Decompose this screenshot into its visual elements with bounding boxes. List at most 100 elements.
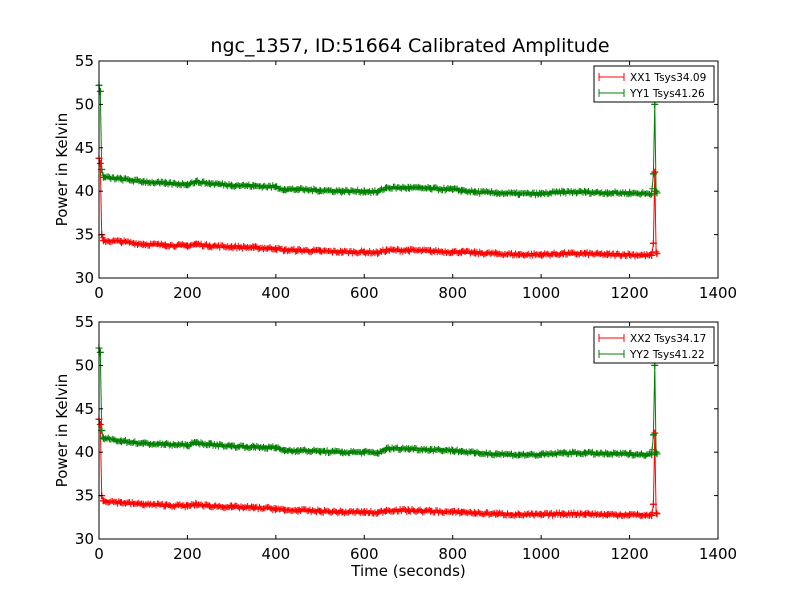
x-tick-label: 1400 [699, 284, 737, 302]
data-point [117, 175, 125, 183]
data-point [360, 448, 368, 456]
x-tick-label: 200 [173, 545, 202, 563]
data-point [382, 506, 390, 514]
data-point [493, 250, 501, 258]
data-point [471, 449, 479, 457]
data-point [458, 508, 466, 516]
data-point [382, 445, 390, 453]
y-tick-label: 35 [75, 226, 94, 244]
data-point [537, 190, 545, 198]
plot-area-frame [98, 60, 719, 279]
data-point [360, 248, 368, 256]
data-point [515, 511, 523, 519]
data-point [183, 502, 191, 510]
data-point [648, 451, 656, 459]
data-point [272, 505, 280, 513]
y-tick-label: 45 [75, 400, 94, 418]
data-point [427, 446, 435, 454]
data-point [626, 251, 634, 259]
data-point [471, 249, 479, 257]
x-tick-label: 800 [438, 545, 467, 563]
data-point [471, 509, 479, 517]
data-point [192, 240, 200, 248]
y-tick-label: 55 [75, 52, 94, 70]
data-point [458, 186, 466, 194]
data-point [294, 506, 302, 514]
data-point [192, 178, 200, 186]
data-point [192, 439, 200, 447]
data-point [449, 446, 457, 454]
data-point [653, 189, 661, 197]
data-point [427, 185, 435, 193]
data-point [493, 189, 501, 197]
data-point [117, 499, 125, 507]
data-point [192, 500, 200, 508]
data-point [338, 187, 346, 195]
x-tick-label: 800 [438, 284, 467, 302]
data-point [316, 186, 324, 194]
data-point [626, 511, 634, 519]
x-tick-label: 1200 [610, 545, 648, 563]
data-point [537, 451, 545, 459]
data-point [117, 437, 125, 445]
y-tick-label: 35 [75, 487, 94, 505]
data-point [515, 251, 523, 259]
legend-label: YY1 Tsys41.26 [629, 88, 705, 100]
data-point [427, 507, 435, 515]
data-point [649, 500, 657, 508]
data-point [559, 250, 567, 258]
y-tick-label: 50 [75, 356, 94, 374]
data-point [427, 247, 435, 255]
y-tick-label: 55 [75, 313, 94, 331]
data-point [117, 238, 125, 246]
data-point [228, 181, 236, 189]
x-tick-label: 1000 [522, 545, 560, 563]
data-point [250, 182, 258, 190]
data-point [382, 184, 390, 192]
data-point [161, 241, 169, 249]
data-point [161, 440, 169, 448]
data-point [405, 506, 412, 514]
legend-box [593, 326, 715, 364]
data-point [458, 248, 466, 256]
data-point [515, 451, 523, 459]
data-point [653, 250, 661, 258]
legend-marker [598, 350, 625, 358]
data-point [281, 446, 289, 454]
chart-panel-2: 0 200 400 600 800 1000 1200 1400 30 35 40 45 50 55 Pow… [53, 313, 737, 580]
data-point [360, 187, 368, 195]
legend: XX2 Tsys34.17 YY2 Tsys41.22 [593, 326, 715, 364]
y-tick-label: 40 [75, 182, 94, 200]
legend-marker [598, 73, 625, 81]
data-point [183, 180, 191, 188]
legend-label: XX1 Tsys34.09 [630, 72, 706, 84]
data-point [294, 246, 302, 254]
data-point [139, 240, 147, 248]
data-point [374, 249, 382, 257]
data-point [581, 250, 589, 258]
data-point [374, 188, 382, 196]
x-axis-label: Time (seconds) [350, 562, 466, 580]
legend: XX1 Tsys34.09 YY1 Tsys41.26 [593, 65, 715, 103]
data-point [449, 508, 457, 516]
data-point [649, 239, 657, 247]
data-point [338, 248, 346, 256]
data-point [272, 244, 280, 252]
y-tick-label: 50 [75, 95, 94, 113]
data-point [458, 447, 466, 455]
data-point [603, 251, 611, 259]
data-point [449, 185, 457, 193]
data-point [294, 446, 302, 454]
data-point [405, 184, 412, 192]
data-point [99, 237, 107, 245]
data-point [493, 450, 501, 458]
data-point [228, 243, 236, 251]
data-point [559, 188, 567, 196]
data-point [206, 242, 214, 250]
data-point [449, 248, 457, 256]
data-point [653, 510, 661, 518]
chart-panel-1: 0 200 400 600 800 1000 1200 1400 30 35 40 45 50 55 Pow… [53, 52, 737, 302]
data-point [206, 179, 214, 187]
panels: 0 200 400 600 800 1000 1200 1400303540455055Pow… [53, 52, 737, 580]
data-point [183, 242, 191, 250]
